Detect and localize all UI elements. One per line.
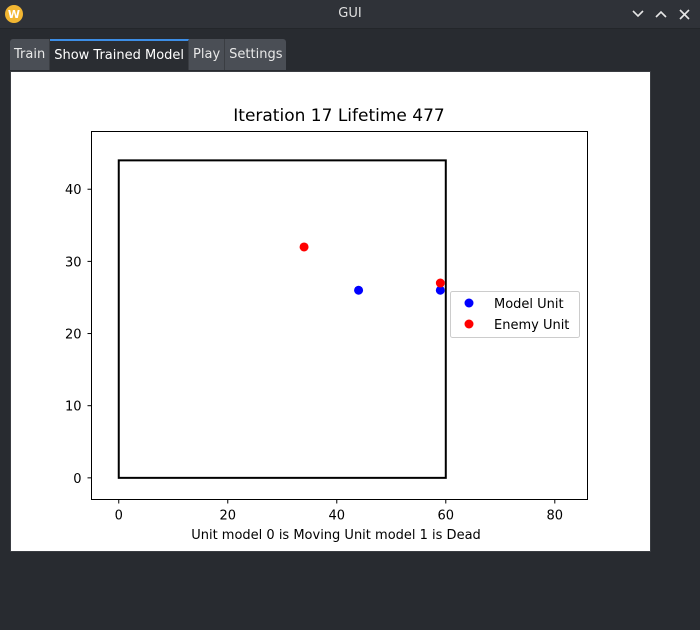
y-tick-label: 20	[65, 328, 82, 343]
x-tick-label: 80	[547, 509, 564, 524]
scatter-chart: Iteration 17 Lifetime 477 0 20 40 60 80 0 10 20…	[65, 106, 588, 543]
legend-marker-model-unit	[464, 298, 474, 308]
x-tick-label: 60	[438, 509, 455, 524]
window-title: GUI	[338, 6, 362, 21]
minimize-button[interactable]	[628, 4, 648, 24]
tab-play[interactable]: Play	[189, 39, 226, 70]
plot-panel: Iteration 17 Lifetime 477 0 20 40 60 80 0 10 20…	[10, 71, 651, 552]
title-bar: W GUI	[0, 0, 700, 29]
legend-box	[450, 291, 580, 338]
chart-title: Iteration 17 Lifetime 477	[233, 106, 444, 126]
close-button[interactable]	[674, 4, 694, 24]
maximize-icon	[655, 10, 667, 18]
x-axis-label: Unit model 0 is Moving Unit model 1 is D…	[191, 528, 481, 543]
tab-show-trained-model[interactable]: Show Trained Model	[50, 39, 190, 70]
model-unit-point	[435, 285, 445, 295]
tab-settings[interactable]: Settings	[225, 39, 287, 70]
plot-area	[91, 131, 588, 500]
tab-bar: Train Show Trained Model Play Settings	[10, 39, 287, 70]
enemy-unit-point	[299, 242, 309, 252]
x-tick-label: 20	[219, 509, 236, 524]
legend-label-model-unit: Model Unit	[494, 297, 564, 312]
tab-train[interactable]: Train	[10, 39, 51, 70]
minimize-icon	[632, 10, 644, 18]
close-icon	[678, 8, 690, 20]
legend-label-enemy-unit: Enemy Unit	[494, 318, 569, 333]
legend: Model Unit Enemy Unit	[450, 291, 580, 338]
x-tick-label: 0	[115, 509, 123, 524]
y-tick-label: 40	[65, 183, 82, 198]
x-tick-label: 40	[329, 509, 346, 524]
model-unit-point	[354, 285, 364, 295]
arena-boundary	[117, 159, 447, 479]
y-tick-label: 30	[65, 255, 82, 270]
enemy-unit-point	[435, 278, 445, 288]
y-tick-label: 10	[65, 400, 82, 415]
y-tick-label: 0	[73, 472, 81, 487]
legend-marker-enemy-unit	[464, 319, 474, 329]
maximize-button[interactable]	[651, 4, 671, 24]
app-logo-icon: W	[5, 5, 23, 23]
